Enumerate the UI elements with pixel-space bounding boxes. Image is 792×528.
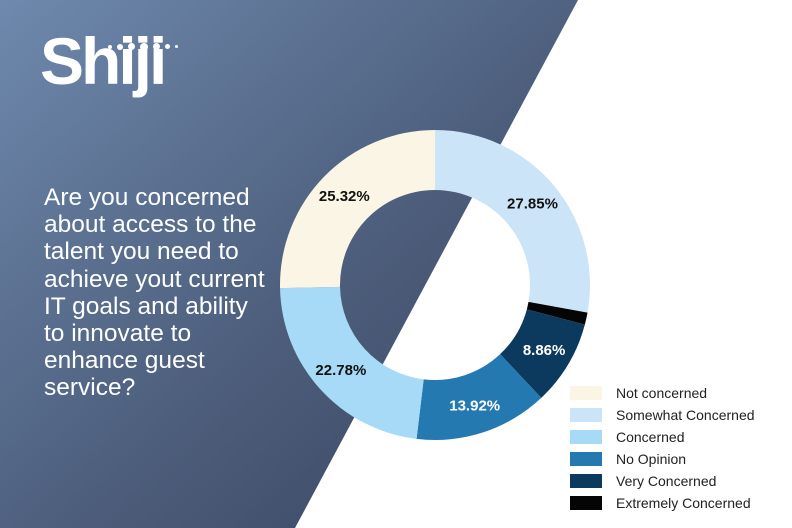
legend: Not concerned Somewhat Concerned Concerned… — [570, 382, 755, 514]
logo-text: Shiji — [40, 24, 167, 98]
legend-item: Somewhat Concerned — [570, 404, 755, 426]
slice-very-concerned — [500, 309, 585, 398]
legend-item: Concerned — [570, 426, 755, 448]
legend-swatch — [570, 430, 602, 444]
legend-swatch — [570, 408, 602, 422]
data-label: 27.85% — [507, 196, 558, 213]
slice-no-opinion — [416, 354, 542, 440]
slice-concerned — [280, 286, 424, 439]
legend-label: Very Concerned — [616, 473, 717, 489]
slice-somewhat-concerned — [435, 130, 591, 313]
legend-label: Extremely Concerned — [616, 495, 751, 511]
shiji-logo: Shiji — [40, 28, 167, 94]
logo-dots — [108, 38, 183, 56]
data-label: 8.86% — [523, 342, 566, 359]
legend-label: No Opinion — [616, 451, 687, 467]
legend-item: Extremely Concerned — [570, 492, 755, 514]
legend-item: No Opinion — [570, 448, 755, 470]
legend-swatch — [570, 496, 602, 510]
legend-item: Very Concerned — [570, 470, 755, 492]
slice-extremely-concerned — [526, 301, 588, 325]
data-label: 25.32% — [319, 188, 370, 205]
legend-swatch — [570, 474, 602, 488]
legend-label: Not concerned — [616, 385, 708, 401]
question-text: Are you concerned about access to the ta… — [44, 184, 265, 402]
data-label: 13.92% — [449, 398, 500, 415]
data-label: 22.78% — [315, 362, 366, 379]
slice-not-concerned — [280, 130, 435, 289]
legend-label: Concerned — [616, 429, 685, 445]
legend-swatch — [570, 452, 602, 466]
legend-item: Not concerned — [570, 382, 755, 404]
legend-swatch — [570, 386, 602, 400]
legend-label: Somewhat Concerned — [616, 407, 755, 423]
